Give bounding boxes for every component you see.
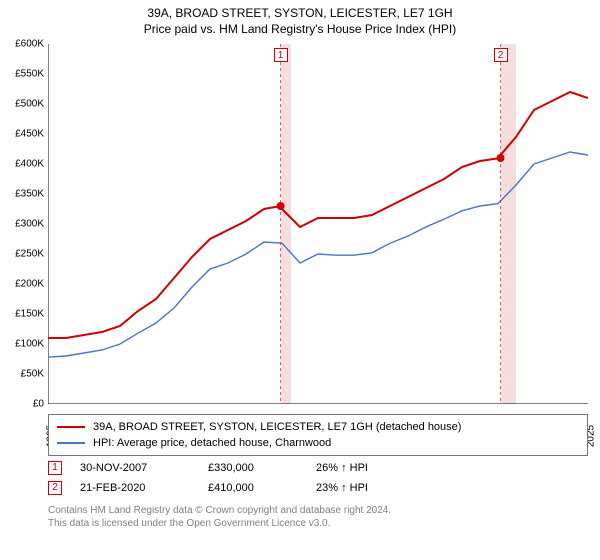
attribution: Contains HM Land Registry data © Crown c… [48, 504, 588, 530]
chart-svg [48, 44, 588, 404]
y-tick-label: £450K [2, 129, 44, 140]
sale-marker-icon: 1 [48, 461, 62, 475]
title-block: 39A, BROAD STREET, SYSTON, LEICESTER, LE… [0, 0, 600, 38]
y-tick-label: £400K [2, 159, 44, 170]
sale-marker-box: 2 [494, 48, 508, 62]
y-tick-label: £350K [2, 189, 44, 200]
sale-marker-boxes: 12 [48, 42, 588, 60]
sale-band [501, 44, 516, 404]
legend-label: HPI: Average price, detached house, Char… [93, 435, 331, 451]
legend: 39A, BROAD STREET, SYSTON, LEICESTER, LE… [48, 414, 588, 456]
sale-date: 21-FEB-2020 [80, 478, 190, 498]
chart-title: 39A, BROAD STREET, SYSTON, LEICESTER, LE… [0, 6, 600, 20]
y-tick-label: £550K [2, 69, 44, 80]
attribution-line: This data is licensed under the Open Gov… [48, 517, 588, 530]
sale-price: £330,000 [208, 458, 298, 478]
sale-marker-icon: 2 [48, 481, 62, 495]
y-axis-labels: £0£50K£100K£150K£200K£250K£300K£350K£400… [0, 44, 46, 404]
y-tick-label: £500K [2, 99, 44, 110]
legend-swatch [57, 426, 85, 428]
y-tick-label: £200K [2, 279, 44, 290]
y-tick-label: £600K [2, 39, 44, 50]
legend-label: 39A, BROAD STREET, SYSTON, LEICESTER, LE… [93, 419, 461, 435]
chart-container: 39A, BROAD STREET, SYSTON, LEICESTER, LE… [0, 0, 600, 560]
legend-item: HPI: Average price, detached house, Char… [57, 435, 579, 451]
sale-band [281, 44, 291, 404]
sale-delta: 23% ↑ HPI [316, 478, 436, 498]
sale-marker-box: 1 [274, 48, 288, 62]
sale-date: 30-NOV-2007 [80, 458, 190, 478]
sale-price: £410,000 [208, 478, 298, 498]
sales-table: 1 30-NOV-2007 £330,000 26% ↑ HPI 2 21-FEB-202… [48, 458, 588, 498]
chart-subtitle: Price paid vs. HM Land Registry's House … [0, 22, 600, 36]
sale-row: 2 21-FEB-2020 £410,000 23% ↑ HPI [48, 478, 588, 498]
sale-row: 1 30-NOV-2007 £330,000 26% ↑ HPI [48, 458, 588, 478]
y-tick-label: £150K [2, 309, 44, 320]
y-tick-label: £50K [2, 369, 44, 380]
attribution-line: Contains HM Land Registry data © Crown c… [48, 504, 588, 517]
y-tick-label: £0 [2, 399, 44, 410]
y-tick-label: £300K [2, 219, 44, 230]
y-tick-label: £250K [2, 249, 44, 260]
y-tick-label: £100K [2, 339, 44, 350]
sale-delta: 26% ↑ HPI [316, 458, 436, 478]
legend-item: 39A, BROAD STREET, SYSTON, LEICESTER, LE… [57, 419, 579, 435]
legend-swatch [57, 442, 85, 444]
chart-plot: 12 1995199619971998199920002001200220032… [48, 44, 588, 404]
